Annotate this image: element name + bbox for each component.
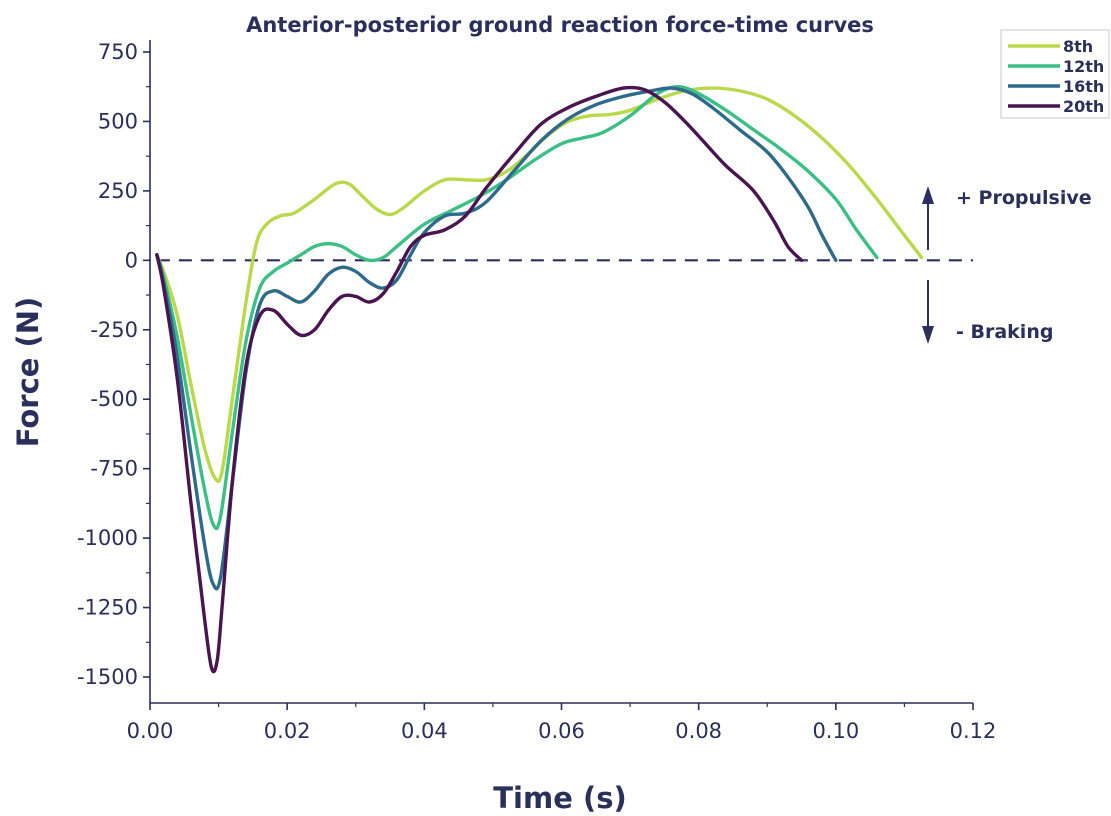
series-line-20th [155, 85, 804, 674]
y-tick-label: 500 [98, 109, 138, 133]
chart-title: Anterior-posterior ground reaction force… [246, 13, 874, 37]
series-line-16th [155, 86, 838, 591]
braking-arrow-head [922, 326, 934, 344]
y-tick-label: -1000 [77, 526, 138, 550]
y-tick-label: 250 [98, 179, 138, 203]
braking-label: - Braking [956, 321, 1053, 343]
series-layer [155, 85, 924, 674]
y-tick-label: -250 [90, 318, 138, 342]
axes: 750 500 250 0 -250 -500 -750 -1000 -1250 -1500 0.0… [77, 40, 996, 743]
legend-label-8th: 8th [1063, 37, 1093, 56]
x-tick-label: 0.04 [401, 719, 448, 743]
x-axis-title: Time (s) [493, 781, 626, 815]
x-tick-label: 0.02 [264, 719, 311, 743]
legend-label-12th: 12th [1063, 57, 1104, 76]
y-tick-label: -500 [90, 387, 138, 411]
x-tick-label: 0.06 [538, 719, 585, 743]
propulsive-label: + Propulsive [956, 187, 1092, 209]
series-line-8th [155, 86, 924, 483]
y-tick-label: -1500 [77, 665, 138, 689]
x-tick-label: 0.00 [127, 719, 174, 743]
y-tick-label: 0 [125, 248, 138, 272]
y-tick-label: 750 [98, 40, 138, 64]
series-line-12th [155, 85, 879, 531]
direction-annotations: + Propulsive - Braking [922, 186, 1092, 344]
x-tick-label: 0.08 [675, 719, 722, 743]
legend-label-16th: 16th [1063, 77, 1104, 96]
propulsive-arrow-head [922, 186, 934, 204]
y-axis-title: Force (N) [11, 297, 45, 448]
x-tick-label: 0.10 [812, 719, 859, 743]
y-tick-label: -750 [90, 457, 138, 481]
y-tick-label: -1250 [77, 596, 138, 620]
legend-label-20th: 20th [1063, 97, 1104, 116]
x-tick-label: 0.12 [950, 719, 997, 743]
